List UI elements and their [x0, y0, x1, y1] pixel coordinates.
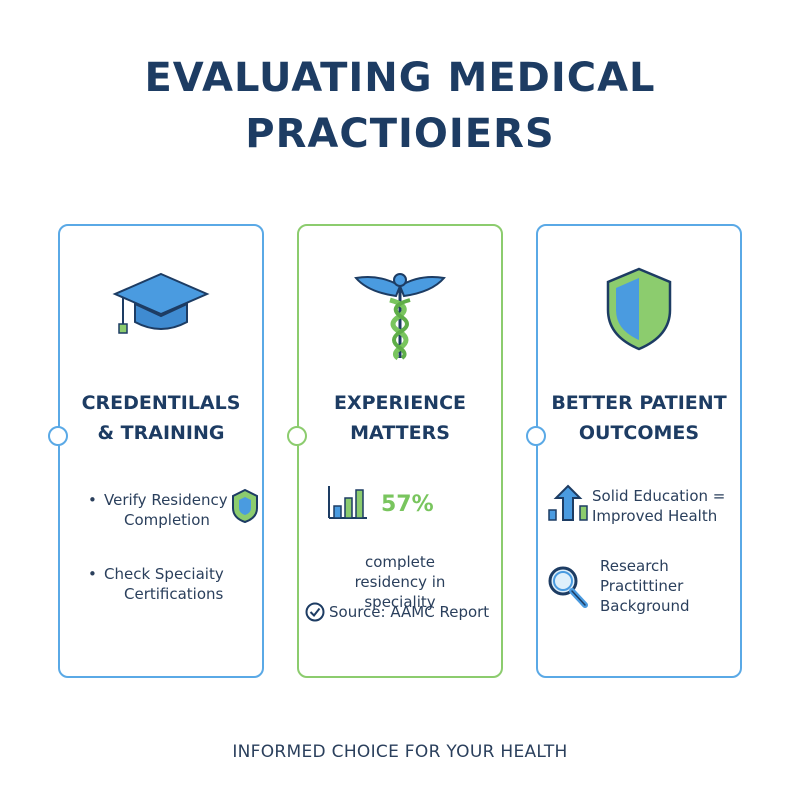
stat-description-line2: residency in [354, 573, 446, 591]
bullet-dot: • [88, 565, 97, 583]
list-item: • Check Speciaity Certifications [88, 564, 258, 604]
list-item-line2: Improved Health [592, 507, 718, 525]
list-item: Research Practittiner Background [600, 556, 740, 616]
stat-description-line3: speciality [364, 593, 436, 611]
card-title-line2: MATTERS [350, 422, 450, 444]
card-title-line1: CREDENTILALS [81, 392, 241, 414]
connector-dot [48, 426, 68, 446]
stat-description-line1: complete [364, 553, 436, 571]
list-item-line2: Certifications [124, 585, 224, 603]
page-title-line2: PRACTIOIERS [245, 111, 555, 157]
page-title: EVALUATING MEDICAL PRACTIOIERS [0, 50, 800, 162]
caduceus-icon [299, 266, 501, 366]
check-circle-icon [305, 602, 325, 626]
bar-chart-icon [327, 484, 369, 524]
list-item-line1: Check Speciaity [104, 565, 224, 583]
shield-icon [538, 266, 740, 356]
card-title: EXPERIENCE MATTERS [299, 388, 501, 448]
card-title-line1: BETTER PATIENT [551, 392, 727, 414]
shield-badge-icon [230, 488, 260, 528]
page-title-line1: EVALUATING MEDICAL [144, 55, 656, 101]
list-item-line2: Practittiner [600, 577, 684, 595]
stat-percentage: 57% [381, 492, 434, 517]
list-item: Solid Education = Improved Health [592, 486, 740, 526]
list-item-line3: Background [600, 597, 690, 615]
stat-description: complete residency in speciality [299, 552, 501, 612]
source-label: Source: AAMC Report [329, 603, 490, 621]
connector-dot [526, 426, 546, 446]
footer-tagline: INFORMED CHOICE FOR YOUR HEALTH [232, 742, 568, 762]
card-experience: EXPERIENCE MATTERS 57% complete residenc… [287, 224, 503, 678]
card-credentials: CREDENTILALS & TRAINING • Verify Residen… [48, 224, 264, 678]
list-item-line2: Completion [124, 511, 210, 529]
graduation-cap-icon [60, 264, 262, 348]
list-item-line1: Verify Residency [104, 491, 228, 509]
list-item-line1: Research [600, 557, 669, 575]
growth-arrow-icon [546, 484, 590, 528]
card-title-line1: EXPERIENCE [333, 392, 467, 414]
list-item-line1: Solid Education = [592, 487, 726, 505]
bullet-dot: • [88, 491, 97, 509]
card-title-line2: OUTCOMES [578, 422, 700, 444]
list-item: • Verify Residency Completion [88, 490, 258, 530]
magnifier-icon [546, 564, 590, 614]
card-title: CREDENTILALS & TRAINING [60, 388, 262, 448]
connector-dot [287, 426, 307, 446]
card-title: BETTER PATIENT OUTCOMES [538, 388, 740, 448]
card-outcomes: BETTER PATIENT OUTCOMES Solid Education … [526, 224, 742, 678]
card-title-line2: & TRAINING [97, 422, 225, 444]
